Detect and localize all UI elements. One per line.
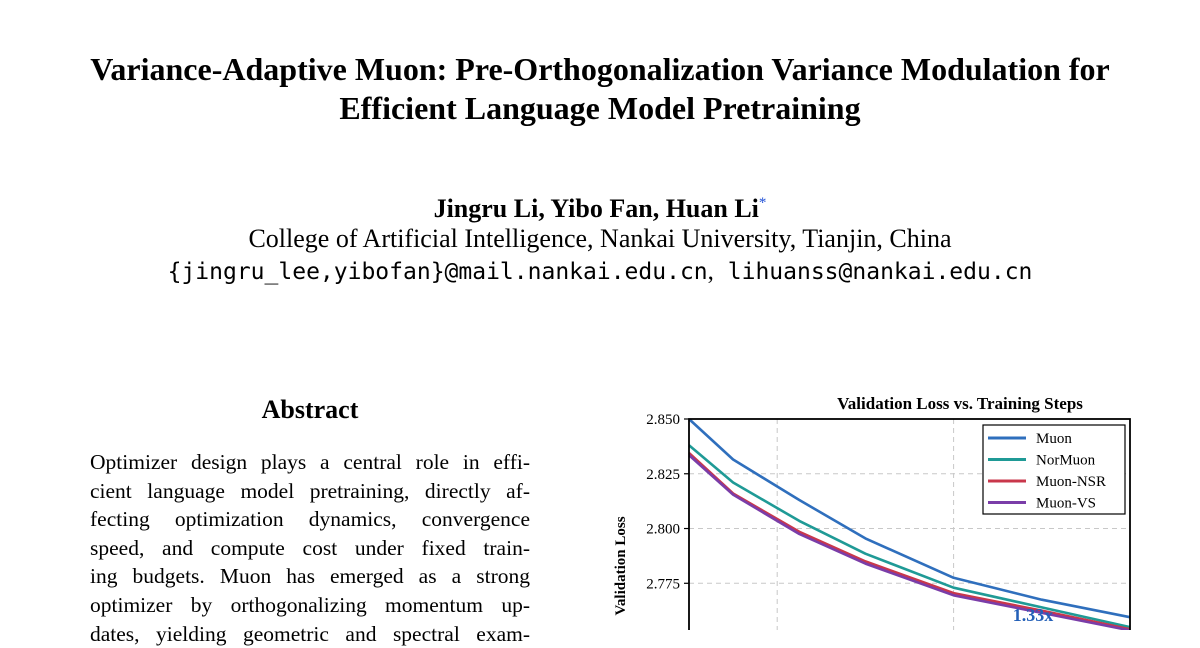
chart-legend: Muon NorMuon Muon-NSR Muon-VS <box>982 424 1126 515</box>
series-line-muon-vs <box>688 454 1131 630</box>
author-names: Jingru Li, Yibo Fan, Huan Li <box>433 194 759 223</box>
abstract-line: cient language model pretraining, direct… <box>90 478 530 503</box>
abstract-line: optimizer by orthogonalizing momentum up… <box>90 592 530 617</box>
y-tick-label: 2.825 <box>646 467 680 483</box>
speedup-annotation: 1.33x <box>1013 605 1054 625</box>
y-axis-label: Validation Loss <box>613 516 629 615</box>
legend-label: Muon <box>1036 431 1072 447</box>
email-separator: , <box>707 258 714 285</box>
y-tick-label: 2.800 <box>646 522 680 538</box>
figure-validation-loss: Validation Loss vs. Training Steps Valid… <box>600 388 1160 630</box>
legend-label: Muon-VS <box>1036 496 1096 512</box>
series-line-normuon <box>688 444 1131 629</box>
legend-label: Muon-NSR <box>1036 474 1106 490</box>
author-list: Jingru Li, Yibo Fan, Huan Li* <box>0 187 1200 225</box>
series-line-muon <box>688 418 1131 619</box>
series-lines <box>688 418 1131 630</box>
legend-box <box>982 424 1126 515</box>
affiliation: College of Artificial Intelligence, Nank… <box>248 224 952 253</box>
corresponding-author-link[interactable]: * <box>758 195 767 211</box>
abstract-heading: Abstract <box>261 395 359 424</box>
abstract-line: Optimizer design plays a central role in… <box>90 450 530 474</box>
abstract-line: dates, yielding geometric and spectral e… <box>90 621 530 646</box>
y-axis-ticks: 2.850 2.825 2.800 2.775 <box>646 412 689 592</box>
legend-label: NorMuon <box>1036 453 1096 469</box>
validation-loss-chart: Validation Loss vs. Training Steps Valid… <box>613 394 1131 630</box>
y-tick-label: 2.775 <box>646 576 680 592</box>
title-line-2: Efficient Language Model Pretraining <box>339 90 861 126</box>
title-line-1: Variance-Adaptive Muon: Pre-Orthogonaliz… <box>90 51 1110 87</box>
y-tick-label: 2.850 <box>646 412 680 428</box>
chart-title: Validation Loss vs. Training Steps <box>837 394 1083 413</box>
email-group: {jingru_lee,yibofan}@mail.nankai.edu.cn <box>167 259 708 285</box>
paper-title: Variance-Adaptive Muon: Pre-Orthogonaliz… <box>0 50 1200 128</box>
abstract-body: Optimizer design plays a central role in… <box>90 448 530 648</box>
abstract-line: speed, and compute cost under fixed trai… <box>90 535 530 560</box>
abstract-line: fecting optimization dynamics, convergen… <box>90 507 530 532</box>
plot-frame <box>688 418 1131 630</box>
email-line: {jingru_lee,yibofan}@mail.nankai.edu.cn,… <box>0 256 1200 288</box>
email-single: lihuanss@nankai.edu.cn <box>727 259 1033 285</box>
abstract-line: ing budgets. Muon has emerged as a stron… <box>90 564 530 589</box>
